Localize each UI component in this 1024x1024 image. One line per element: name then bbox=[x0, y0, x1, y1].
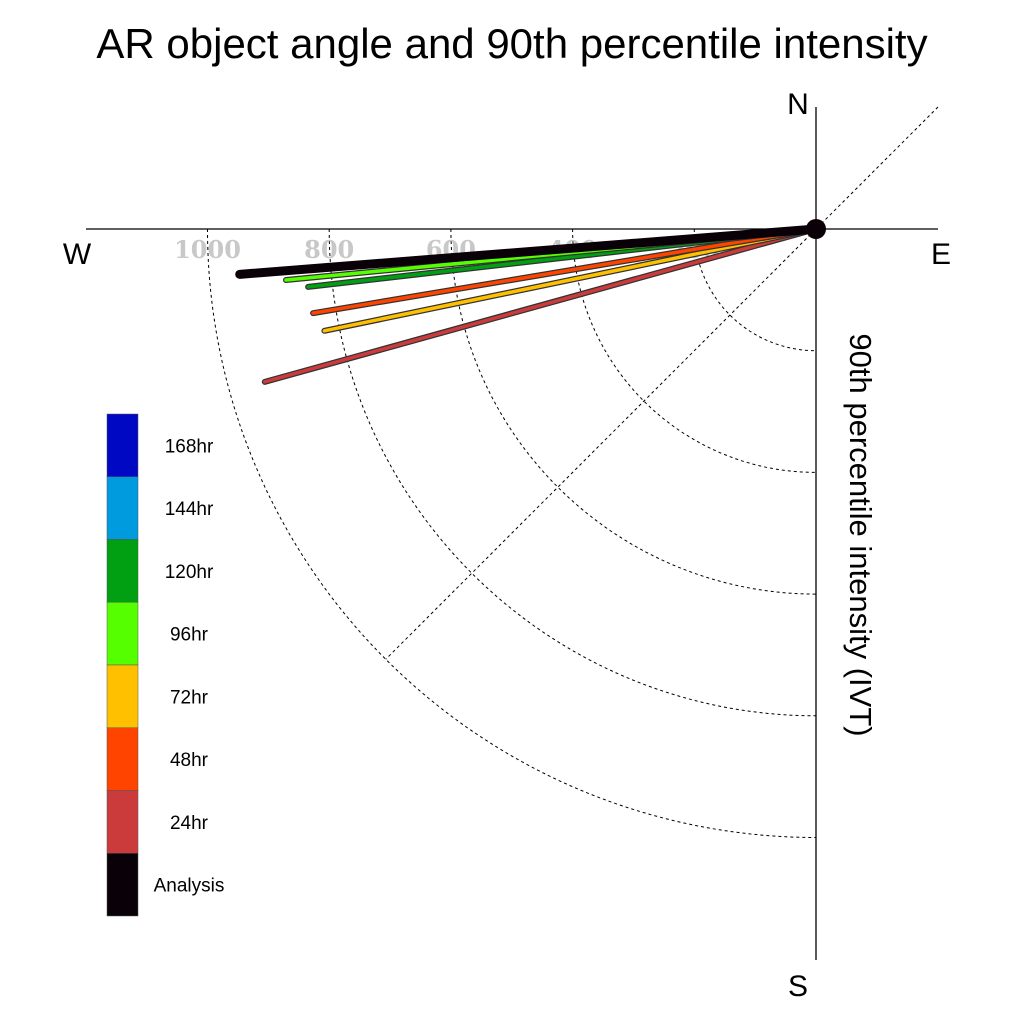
origin-marker bbox=[806, 219, 826, 239]
grid-arc bbox=[328, 228, 817, 717]
east-label: E bbox=[931, 238, 951, 271]
south-label: S bbox=[788, 970, 808, 1003]
grid-arc bbox=[207, 228, 817, 838]
series-line-24hr bbox=[263, 227, 818, 384]
grid-diagonal bbox=[385, 106, 939, 660]
west-label: W bbox=[63, 238, 92, 271]
legend-swatch bbox=[106, 727, 139, 791]
legend-swatch bbox=[106, 602, 139, 666]
legend-label: 168hr bbox=[165, 436, 214, 457]
legend-swatch bbox=[106, 664, 139, 728]
series-lines bbox=[235, 224, 821, 385]
legend-swatch bbox=[106, 790, 139, 854]
legend-swatch bbox=[106, 476, 139, 540]
series-line-48hr bbox=[311, 227, 818, 315]
legend-swatch bbox=[106, 539, 139, 603]
radial-tick-label: 800 bbox=[304, 235, 354, 264]
north-label: N bbox=[787, 88, 809, 121]
legend-label: 72hr bbox=[170, 687, 209, 708]
legend-label: 120hr bbox=[165, 562, 214, 583]
legend-swatch bbox=[106, 853, 139, 917]
legend-label: 144hr bbox=[165, 499, 214, 520]
legend-label: 48hr bbox=[170, 750, 209, 771]
legend: 168hr 144hr 120hr 96hr 72hr 48hr 24hr Analysis bbox=[106, 413, 225, 917]
series-line-72hr bbox=[322, 227, 818, 333]
series-line-analysis bbox=[235, 224, 821, 279]
radial-tick-label: 1000 bbox=[174, 235, 241, 264]
grid-arc bbox=[572, 228, 817, 473]
legend-label: 96hr bbox=[170, 625, 209, 646]
legend-swatch bbox=[106, 413, 139, 477]
polar-grid bbox=[207, 106, 939, 838]
legend-label: Analysis bbox=[154, 876, 225, 897]
grid-arc bbox=[450, 228, 817, 595]
y-axis-label: 90th percentile intensity (IVT) bbox=[843, 333, 878, 736]
legend-label: 24hr bbox=[170, 813, 209, 834]
chart-title: AR object angle and 90th percentile inte… bbox=[96, 20, 927, 67]
